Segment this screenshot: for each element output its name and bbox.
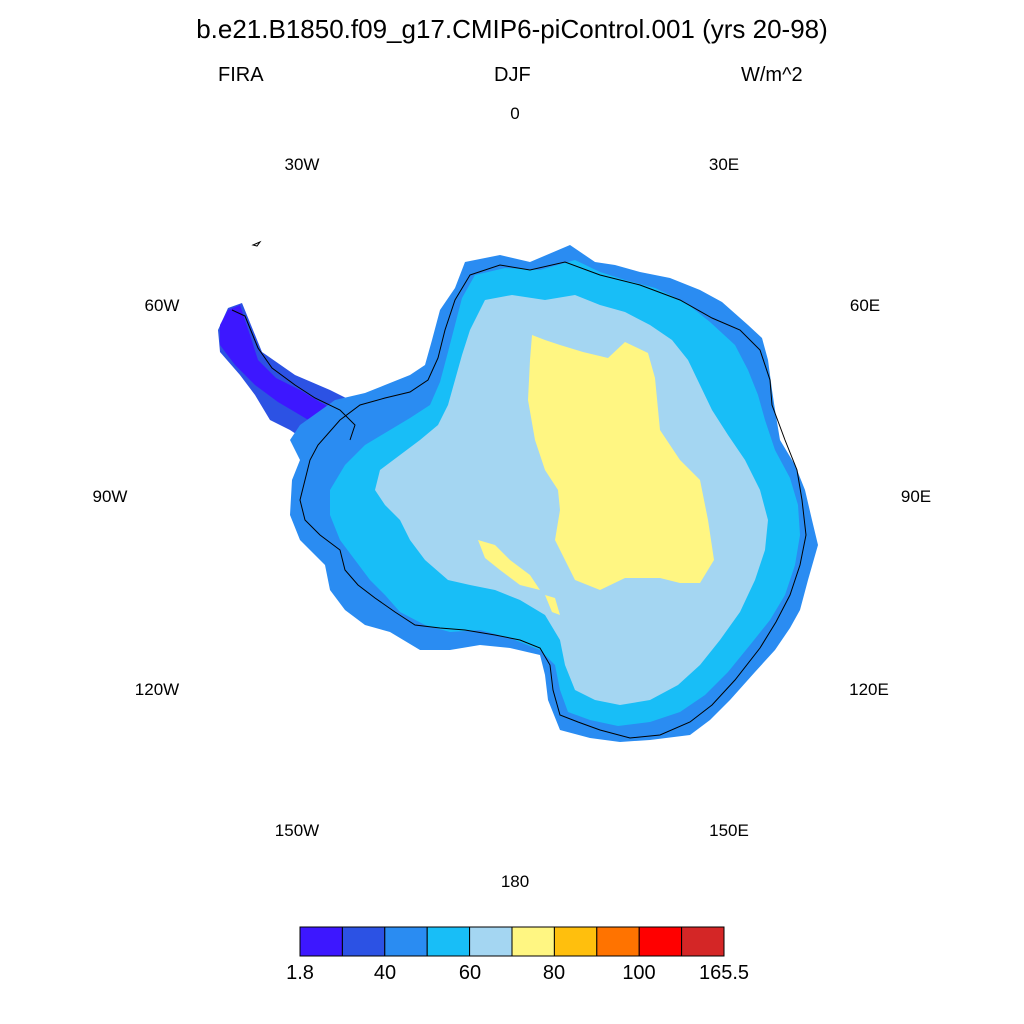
colorbar-swatch-8: [638, 926, 683, 957]
lon-label-90e: 90E: [900, 487, 932, 506]
colorbar-swatch-3: [426, 926, 471, 957]
lon-label-120w: 120W: [134, 680, 180, 699]
lon-label-120e: 120E: [849, 680, 889, 699]
colorbar-swatch-4: [469, 926, 513, 957]
colorbar-label-0: 1.8: [286, 962, 314, 984]
lon-label-60w: 60W: [144, 296, 180, 315]
units-label: W/m^2: [741, 64, 803, 86]
lon-label-0: 0: [510, 104, 520, 123]
coastline: [231, 240, 807, 739]
colorbar-swatch-7: [596, 926, 640, 957]
colorbar-label-3: 80: [542, 962, 566, 984]
lon-label-60e: 60E: [849, 296, 881, 315]
plateau-region: [478, 335, 714, 615]
lon-label-180: 180: [500, 872, 530, 891]
map-title: b.e21.B1850.f09_g17.CMIP6-piControl.001 …: [196, 14, 828, 44]
lon-label-90w: 90W: [92, 487, 128, 506]
variable-label: FIRA: [218, 64, 264, 86]
colorbar-swatch-6: [553, 926, 598, 957]
colorbar-swatch-2: [384, 926, 428, 957]
lon-label-150e: 150E: [709, 821, 749, 840]
colorbar-label-2: 60: [458, 962, 482, 984]
lon-label-30w: 30W: [284, 155, 320, 174]
season-label: DJF: [494, 64, 531, 86]
colorbar-label-1: 40: [373, 962, 397, 984]
colorbar-swatch-9: [681, 926, 725, 957]
colorbar-swatch-0: [299, 926, 343, 957]
lon-label-150w: 150W: [274, 821, 320, 840]
peninsula-region: [218, 303, 355, 445]
colorbar-label-5: 165.5: [698, 962, 750, 984]
pole-marker: [495, 478, 532, 520]
colorbar: [299, 926, 725, 957]
colorbar-label-4: 100: [622, 962, 656, 984]
colorbar-swatch-5: [511, 926, 555, 957]
lon-label-30e: 30E: [708, 155, 740, 174]
colorbar-swatch-1: [341, 926, 386, 957]
